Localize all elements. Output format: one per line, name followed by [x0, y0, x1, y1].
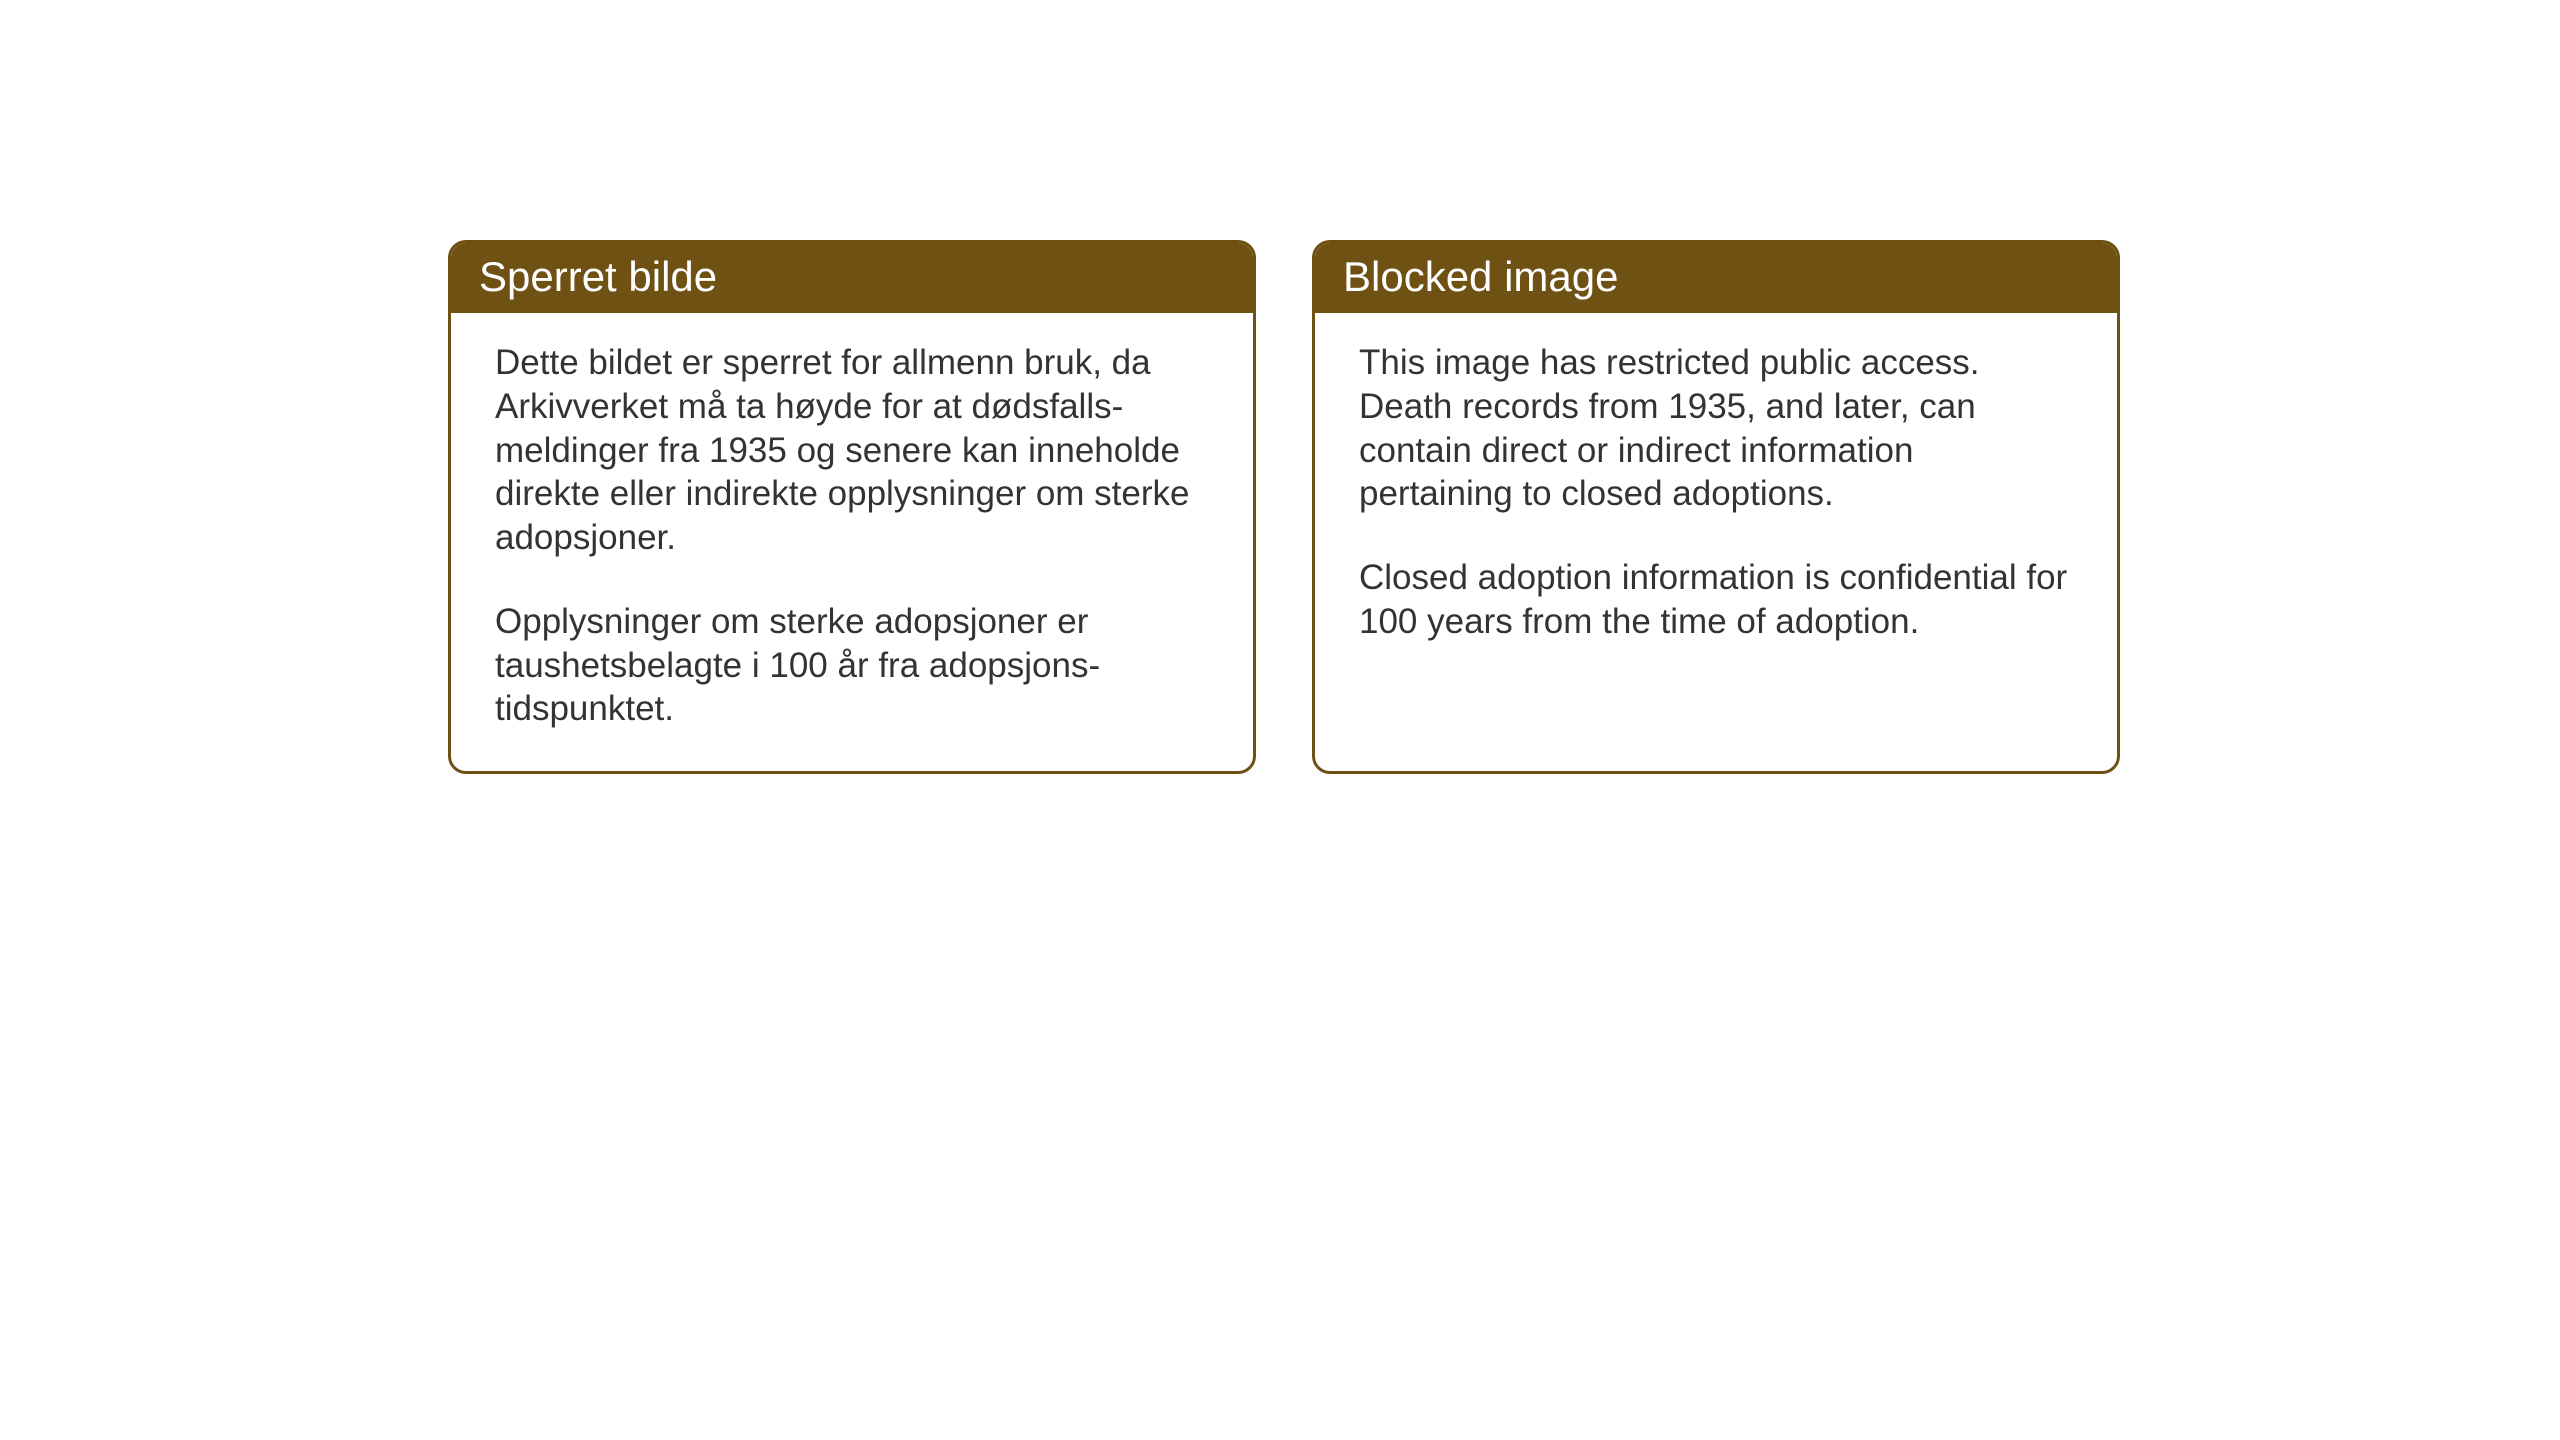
english-paragraph-1: This image has restricted public access.…: [1359, 341, 2073, 516]
english-card-title: Blocked image: [1315, 243, 2117, 313]
norwegian-card-title: Sperret bilde: [451, 243, 1253, 313]
notice-container: Sperret bilde Dette bildet er sperret fo…: [448, 240, 2120, 774]
english-card-body: This image has restricted public access.…: [1315, 313, 2117, 684]
norwegian-card-body: Dette bildet er sperret for allmenn bruk…: [451, 313, 1253, 771]
norwegian-paragraph-2: Opplysninger om sterke adopsjoner er tau…: [495, 600, 1209, 731]
english-notice-card: Blocked image This image has restricted …: [1312, 240, 2120, 774]
norwegian-paragraph-1: Dette bildet er sperret for allmenn bruk…: [495, 341, 1209, 560]
english-paragraph-2: Closed adoption information is confident…: [1359, 556, 2073, 644]
norwegian-notice-card: Sperret bilde Dette bildet er sperret fo…: [448, 240, 1256, 774]
